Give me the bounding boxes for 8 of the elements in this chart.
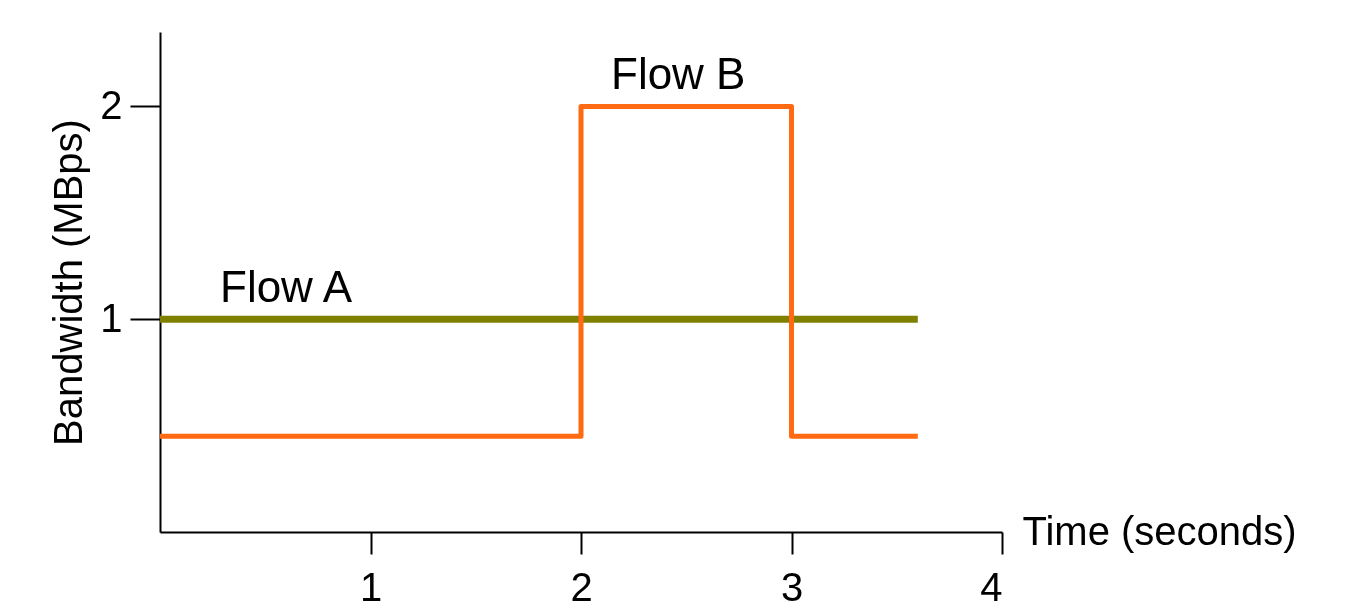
x-axis-title: Time (seconds) bbox=[1022, 508, 1297, 553]
y-axis-title: Bandwidth (MBps) bbox=[46, 119, 91, 446]
x-tick-label: 2 bbox=[570, 564, 593, 609]
series-label: Flow A bbox=[220, 262, 353, 312]
x-tick-label: 3 bbox=[780, 564, 804, 609]
series-label: Flow B bbox=[611, 49, 746, 99]
x-tick-label: 1 bbox=[359, 564, 383, 609]
x-tick-label: 4 bbox=[980, 564, 1003, 609]
